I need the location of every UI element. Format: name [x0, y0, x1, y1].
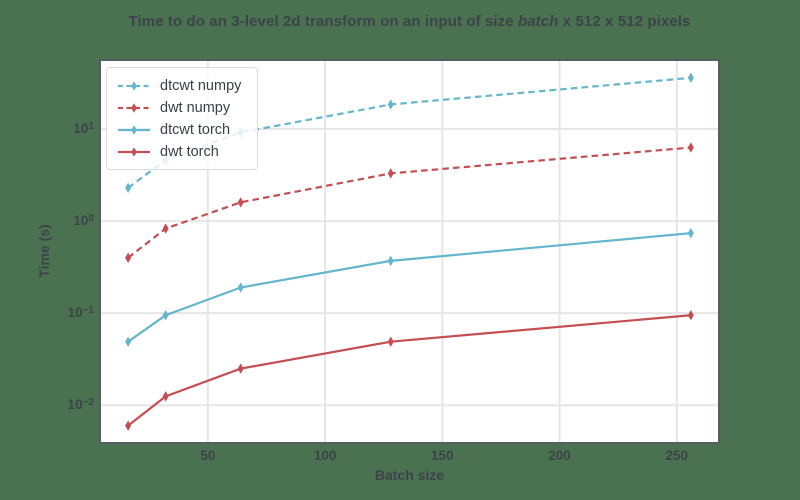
legend: dtcwt numpy dwt numpy dtcwt torch dwt torch [106, 67, 259, 170]
legend-row-dwt-numpy: dwt numpy [117, 97, 241, 118]
x-tick-label-250: 250 [665, 448, 689, 463]
y-tick-label-1e0: 100 [73, 212, 94, 228]
x-tick-label-150: 150 [431, 448, 454, 463]
legend-marker-icon [131, 124, 137, 135]
marker-dwt-numpy [162, 223, 169, 234]
marker-dtcwt-numpy [387, 99, 394, 110]
legend-label-dtcwt-torch: dtcwt torch [160, 121, 231, 138]
legend-line-sample [118, 124, 150, 135]
legend-marker-icon [131, 146, 137, 157]
y-tick-label-1e1: 101 [73, 120, 94, 136]
plot-frame [99, 59, 720, 444]
legend-label-dtcwt-numpy: dtcwt numpy [160, 77, 242, 94]
chart-title-suffix: x 512 x 512 pixels [558, 13, 691, 30]
marker-dtcwt-torch [162, 310, 169, 321]
marker-dwt-numpy [237, 197, 244, 208]
x-tick-label-50: 50 [200, 448, 216, 463]
legend-marker-icon [131, 80, 137, 91]
marker-dtcwt-torch [237, 282, 244, 293]
marker-dwt-numpy [387, 168, 394, 179]
legend-line-sample [118, 80, 150, 91]
legend-marker-icon [131, 102, 137, 113]
chart-title-italic-word: batch [517, 13, 559, 30]
marker-dwt-numpy [125, 252, 132, 263]
marker-dtcwt-torch [687, 227, 694, 239]
legend-row-dtcwt-numpy: dtcwt numpy [117, 75, 241, 96]
y-axis-label: Time (s) [36, 224, 52, 278]
y-tick-label-1e-2: 10−2 [67, 397, 94, 412]
marker-dwt-torch [162, 391, 169, 402]
marker-dwt-torch [687, 310, 694, 321]
marker-dwt-torch [125, 420, 132, 431]
chart-title: Time to do an 3-level 2d transform on an… [100, 13, 719, 30]
series-line-dwt-numpy [127, 146, 691, 259]
x-tick-label-200: 200 [548, 448, 571, 463]
series-line-dtcwt-numpy [127, 76, 691, 189]
legend-row-dwt-torch: dwt torch [117, 141, 241, 162]
marker-dwt-numpy [687, 142, 694, 153]
x-axis-label: Batch size [374, 467, 445, 483]
legend-line-sample [118, 146, 150, 157]
x-tick-label-100: 100 [313, 448, 337, 463]
marker-dtcwt-numpy [687, 72, 694, 84]
marker-dtcwt-numpy [125, 182, 132, 194]
y-tick-label-1e-1: 10−1 [67, 304, 94, 320]
legend-label-dwt-torch: dwt torch [160, 143, 219, 160]
legend-label-dwt-numpy: dwt numpy [160, 99, 231, 116]
marker-dtcwt-torch [387, 255, 394, 267]
legend-line-sample [118, 102, 150, 113]
marker-dtcwt-torch [125, 336, 132, 347]
chart-title-prefix: Time to do an 3-level 2d transform on an… [128, 13, 518, 30]
marker-dwt-torch [237, 363, 244, 374]
marker-dwt-torch [387, 336, 394, 347]
legend-row-dtcwt-torch: dtcwt torch [117, 119, 241, 140]
